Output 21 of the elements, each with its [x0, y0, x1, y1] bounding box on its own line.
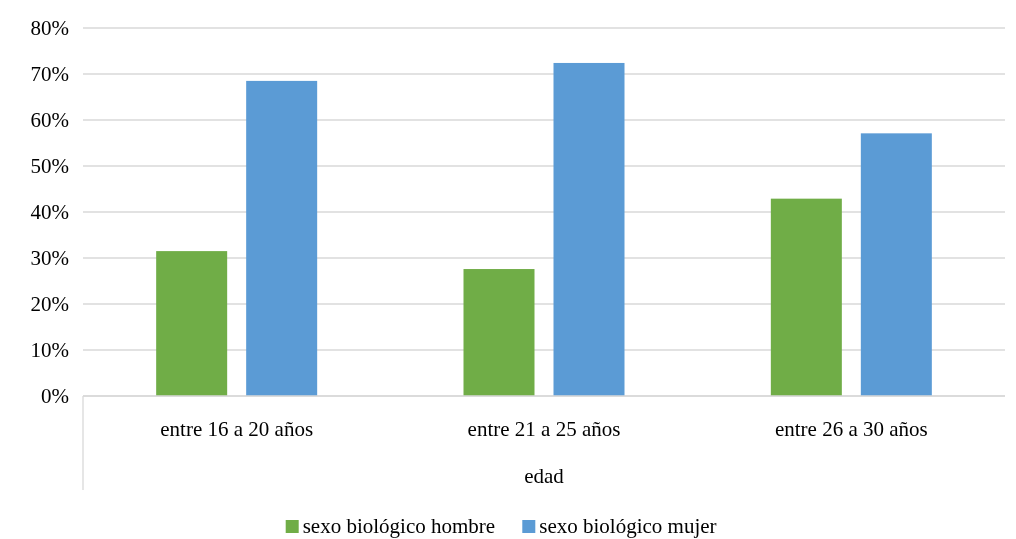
bar — [463, 269, 535, 396]
bar — [860, 133, 932, 396]
y-tick-label: 50% — [30, 154, 69, 179]
y-tick-label: 70% — [30, 62, 69, 87]
y-tick-label: 60% — [30, 108, 69, 133]
y-tick-label: 0% — [41, 384, 69, 409]
legend-label: sexo biológico hombre — [302, 514, 496, 539]
x-tick-label: entre 16 a 20 años — [160, 417, 314, 441]
y-tick-label: 40% — [30, 200, 69, 225]
bar — [770, 198, 842, 396]
x-tick-label: entre 26 a 30 años — [774, 417, 928, 441]
x-axis-title: edad — [524, 464, 565, 488]
bar — [246, 80, 318, 396]
y-tick-label: 10% — [30, 338, 69, 363]
bar — [553, 62, 625, 396]
bar — [156, 251, 228, 396]
y-tick-label: 30% — [30, 246, 69, 271]
x-tick-label: entre 21 a 25 años — [467, 417, 621, 441]
legend-label: sexo biológico mujer — [539, 514, 717, 539]
y-tick-label: 80% — [30, 16, 69, 41]
y-tick-label: 20% — [30, 292, 69, 317]
